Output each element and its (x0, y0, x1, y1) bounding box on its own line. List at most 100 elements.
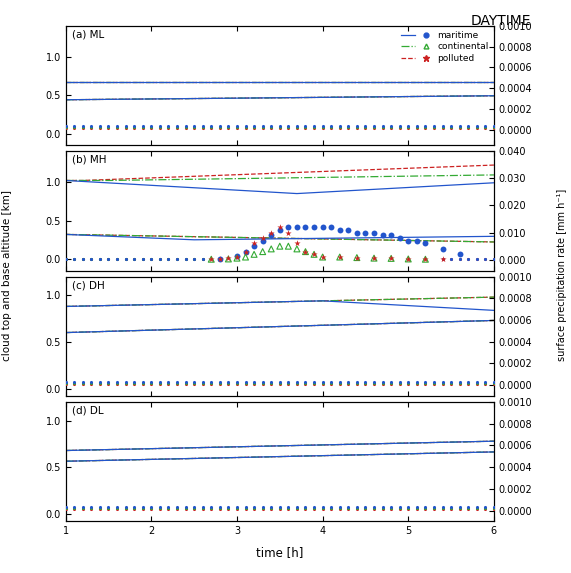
Point (429, 123, 439, 132)
Point (344, 503, 353, 512)
Point (404, 504, 413, 513)
Point (121, 254, 130, 264)
Point (292, 123, 301, 132)
Point (447, 255, 456, 264)
Point (284, 504, 293, 513)
Legend: maritime, continental, polluted: maritime, continental, polluted (397, 28, 492, 66)
Point (232, 379, 242, 388)
Point (250, 377, 259, 386)
Point (429, 124, 439, 133)
Point (232, 253, 242, 262)
Point (472, 378, 481, 387)
Point (147, 377, 156, 386)
Point (352, 253, 361, 262)
Point (95, 121, 104, 131)
Point (292, 377, 301, 386)
Point (130, 504, 139, 513)
Point (181, 379, 190, 388)
Point (369, 504, 379, 513)
Point (327, 504, 336, 513)
Point (301, 504, 310, 513)
Point (318, 503, 327, 512)
Point (112, 124, 122, 133)
Point (395, 504, 404, 513)
Point (309, 377, 319, 386)
Point (472, 503, 481, 512)
Point (70, 504, 79, 513)
Point (327, 121, 336, 131)
Point (378, 121, 387, 131)
Point (335, 379, 344, 388)
Point (361, 503, 370, 512)
Point (172, 254, 182, 264)
Point (207, 124, 216, 133)
Point (395, 504, 404, 513)
Point (164, 503, 173, 512)
Point (147, 254, 156, 264)
Point (258, 379, 267, 388)
Point (489, 123, 498, 132)
Point (369, 253, 379, 262)
Point (267, 378, 276, 387)
Point (387, 123, 396, 132)
Point (138, 255, 147, 264)
Point (335, 253, 344, 262)
Point (224, 378, 233, 387)
Point (215, 124, 224, 133)
Point (112, 121, 122, 131)
Point (70, 503, 79, 512)
Point (387, 504, 396, 513)
Point (130, 121, 139, 131)
Point (352, 377, 361, 386)
Point (335, 124, 344, 133)
Point (489, 378, 498, 387)
Point (301, 247, 310, 256)
Point (464, 123, 473, 132)
Point (112, 504, 122, 513)
Point (301, 504, 310, 513)
Point (361, 228, 370, 237)
Point (301, 222, 310, 231)
Point (164, 124, 173, 133)
Point (395, 233, 404, 242)
Point (267, 244, 276, 253)
Point (78, 124, 87, 133)
Point (78, 123, 87, 132)
Point (369, 503, 379, 512)
Point (489, 379, 498, 388)
Point (387, 254, 396, 263)
Point (412, 503, 421, 512)
Point (121, 255, 130, 264)
Point (198, 255, 207, 264)
Point (138, 504, 147, 513)
Point (250, 250, 259, 259)
Point (250, 124, 259, 133)
Point (472, 379, 481, 388)
Point (455, 250, 464, 259)
Point (361, 504, 370, 513)
Point (258, 503, 267, 512)
Point (232, 377, 242, 386)
Point (138, 123, 147, 132)
Point (472, 121, 481, 131)
Point (489, 255, 498, 264)
Point (172, 378, 182, 387)
Point (241, 378, 250, 387)
Point (301, 123, 310, 132)
Point (378, 503, 387, 512)
Point (275, 504, 284, 513)
Point (318, 123, 327, 132)
Point (481, 504, 490, 513)
Point (95, 255, 104, 264)
Point (472, 504, 481, 513)
Point (181, 504, 190, 513)
Point (70, 377, 79, 386)
Point (121, 379, 130, 388)
Point (207, 503, 216, 512)
Point (327, 379, 336, 388)
Point (344, 121, 353, 131)
Point (421, 377, 430, 386)
Point (87, 503, 96, 512)
Point (104, 379, 113, 388)
Point (87, 504, 96, 513)
